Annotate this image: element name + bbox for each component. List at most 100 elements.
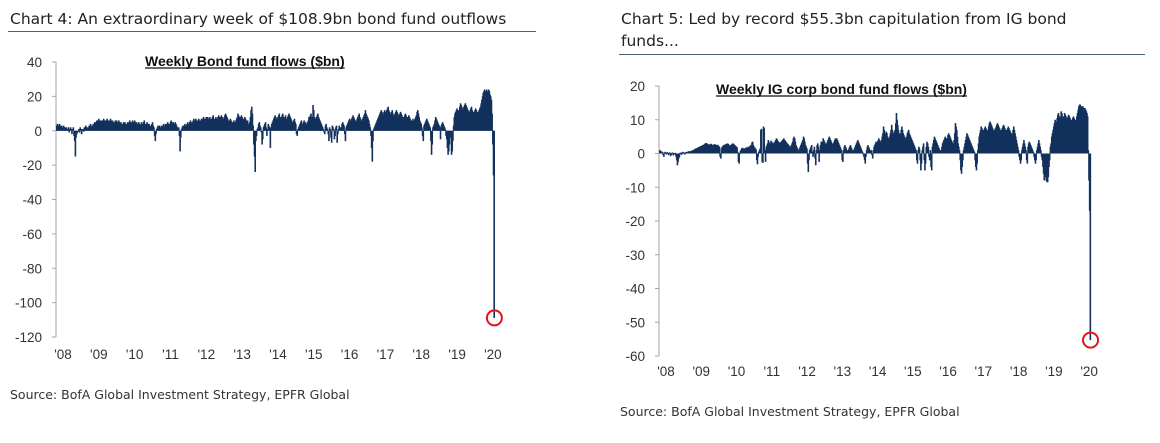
bar	[254, 130, 257, 172]
bar	[958, 146, 960, 154]
bar	[1089, 153, 1092, 341]
bar	[452, 130, 454, 142]
bar	[67, 127, 70, 131]
bar	[755, 149, 757, 154]
chart-heading: Chart 5: Led by record $55.3bn capitulat…	[621, 10, 1067, 50]
bar	[962, 153, 964, 161]
bar	[736, 151, 739, 154]
bar	[928, 153, 931, 161]
source-note: Source: BofA Global Investment Strategy,…	[620, 404, 960, 419]
x-tick-label: '11	[763, 364, 780, 379]
y-tick-label: 10	[630, 113, 645, 128]
bar	[72, 127, 75, 131]
bar	[973, 151, 976, 154]
bar	[807, 153, 810, 173]
bar	[806, 148, 808, 154]
bar	[1026, 153, 1029, 164]
bar	[343, 125, 345, 131]
bar	[1035, 153, 1037, 161]
bar	[678, 153, 681, 157]
bar	[814, 153, 817, 166]
y-tick-label: -100	[15, 296, 42, 311]
x-tick-label: '10	[728, 364, 746, 379]
bar	[1039, 146, 1042, 154]
y-tick-label: 20	[27, 89, 42, 104]
bar	[80, 130, 83, 135]
bar	[336, 130, 338, 143]
x-tick-label: '12	[798, 364, 816, 379]
chart-title: Weekly Bond fund flows ($bn)	[145, 53, 345, 69]
bar	[332, 129, 335, 131]
bar	[922, 143, 925, 154]
x-tick-label: '16	[341, 347, 359, 362]
bar	[295, 123, 297, 131]
bar	[680, 153, 683, 155]
heading-divider	[8, 31, 536, 32]
y-tick-label: -30	[625, 248, 645, 263]
bar	[817, 146, 820, 154]
bar	[1017, 150, 1020, 154]
x-tick-label: '19	[448, 347, 466, 362]
bar	[665, 152, 667, 154]
bar	[661, 152, 664, 154]
bar	[1048, 153, 1051, 161]
bar	[252, 125, 254, 131]
bar	[255, 130, 258, 136]
y-tick-label: 0	[637, 147, 645, 162]
bar	[667, 152, 669, 154]
bar	[1086, 116, 1089, 154]
bar	[251, 113, 254, 131]
bar	[74, 130, 77, 157]
x-tick-label: '10	[126, 347, 144, 362]
bar	[266, 130, 268, 136]
y-tick-label: -60	[625, 349, 645, 364]
bar	[736, 147, 738, 154]
bar	[78, 130, 81, 133]
bar	[328, 130, 330, 142]
x-tick-label: '15	[904, 364, 922, 379]
bar	[335, 125, 338, 131]
bar	[82, 130, 85, 132]
x-tick-label: '15	[305, 347, 323, 362]
bar	[439, 130, 442, 140]
bar	[68, 130, 70, 133]
bar	[77, 130, 79, 132]
x-tick-label: '09	[692, 364, 710, 379]
y-tick-label: 0	[34, 124, 42, 139]
bar	[813, 146, 816, 154]
bar	[329, 129, 332, 131]
bar	[268, 127, 271, 131]
x-tick-label: '13	[233, 347, 251, 362]
bar	[71, 130, 73, 135]
ig-corp-bond-fund-flows-chart: Weekly IG corp bond fund flows ($bn) 20 1…	[625, 79, 1100, 379]
bar	[323, 130, 326, 135]
bar	[760, 128, 763, 154]
bar	[929, 150, 932, 154]
bar	[671, 152, 674, 154]
bar	[491, 113, 493, 131]
bar	[673, 153, 676, 155]
bar	[429, 127, 431, 131]
bar	[448, 130, 451, 145]
bar	[870, 150, 873, 154]
bar	[915, 150, 917, 154]
chart-heading: Chart 4: An extraordinary week of $108.9…	[10, 10, 507, 28]
bar	[322, 129, 325, 131]
y-tick-label: -10	[625, 180, 645, 195]
bar	[261, 130, 264, 140]
bar	[337, 130, 339, 135]
bar	[861, 151, 864, 154]
bar	[684, 153, 686, 155]
bar	[756, 153, 759, 165]
x-tick-label: '13	[834, 364, 852, 379]
bar	[720, 153, 722, 159]
x-tick-label: '16	[939, 364, 957, 379]
bar	[762, 153, 764, 163]
bar	[680, 152, 682, 154]
x-tick-label: '20	[1080, 364, 1098, 379]
bar	[757, 153, 759, 157]
bar	[918, 148, 921, 154]
bar-series	[659, 104, 1092, 341]
bar	[421, 127, 423, 131]
bar	[871, 153, 874, 159]
